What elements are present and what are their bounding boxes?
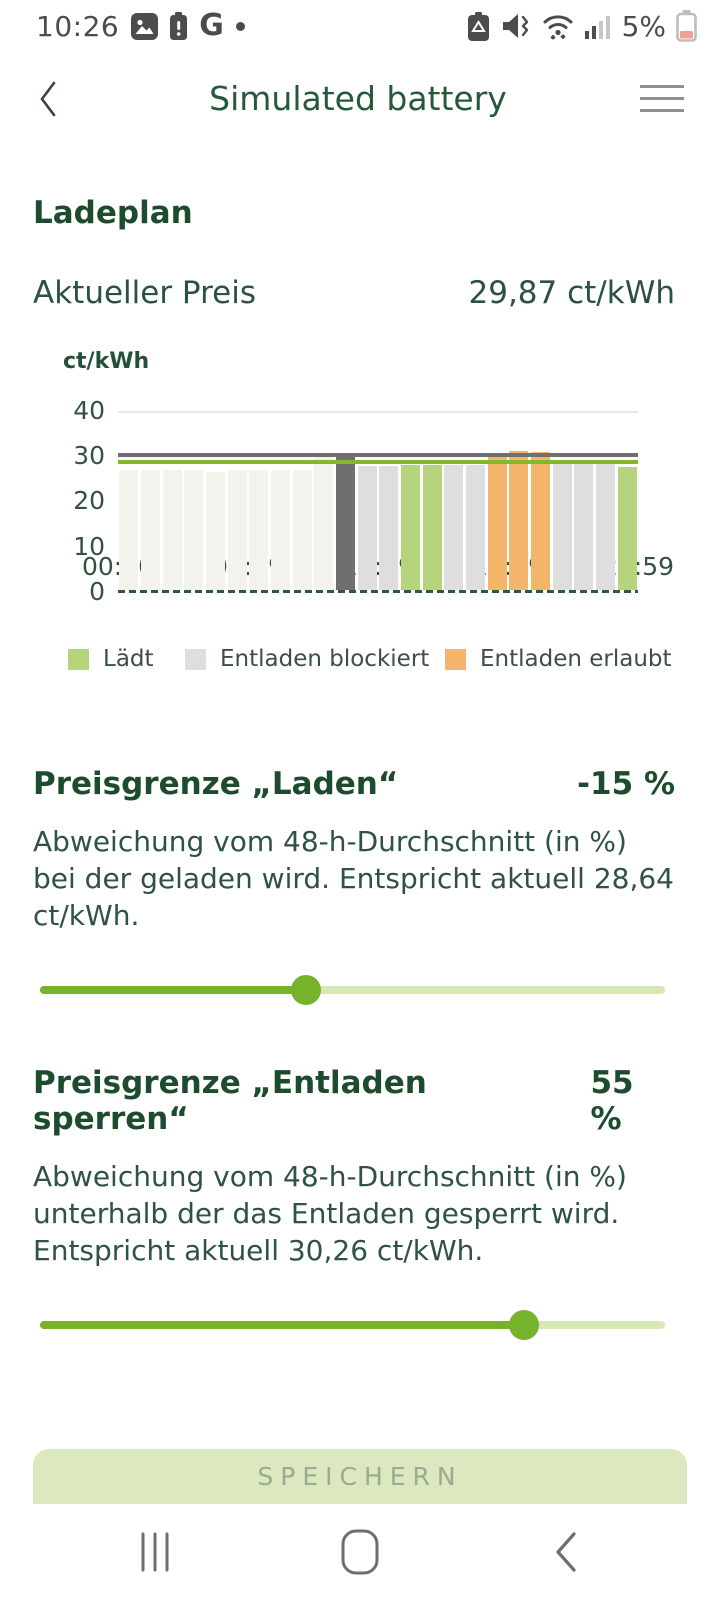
chart-bar (574, 460, 594, 592)
y-tick-label: 40 (73, 395, 105, 425)
chart-gridline (118, 411, 638, 413)
chart-bar (444, 464, 464, 592)
menu-icon (640, 85, 684, 88)
chart-bar (162, 469, 182, 592)
preisgrenze-laden-value: -15 % (577, 766, 675, 802)
chart-legend: Lädt Entladen blockiert Entladen erlaubt (68, 646, 720, 672)
y-tick-label: 10 (73, 531, 105, 561)
chart-bar (379, 465, 399, 592)
legend-swatch (185, 648, 206, 670)
chart-bar (292, 469, 312, 592)
price-slider-entladen[interactable] (40, 1309, 665, 1340)
chart-bar (465, 464, 486, 592)
back-button[interactable] (36, 77, 96, 121)
chart-bar (357, 465, 377, 592)
legend-item: Entladen blockiert (185, 646, 445, 672)
preisgrenze-laden-description: Abweichung vom 48-h-Durchschnitt (in %) … (33, 825, 674, 932)
notification-dot-icon (235, 21, 245, 31)
chart-bar (617, 466, 637, 592)
slider-fill (40, 1320, 525, 1329)
preisgrenze-laden-title: Preisgrenze „Laden“ (33, 766, 399, 802)
chart-bar (249, 469, 269, 592)
recents-icon (141, 1532, 169, 1572)
section-title-ladeplan: Ladeplan (33, 195, 193, 231)
section-head-laden: Preisgrenze „Laden“ -15 % (33, 766, 675, 802)
chart-bar (335, 456, 356, 592)
slider-fill (40, 985, 306, 994)
home-button[interactable] (325, 1517, 395, 1587)
chart-bar (314, 456, 334, 592)
save-button[interactable]: SPEICHERN (33, 1449, 687, 1504)
chart-bar (227, 470, 247, 592)
chart-bar (487, 454, 507, 592)
app-header: Simulated battery (0, 52, 720, 145)
home-icon (341, 1529, 379, 1575)
chart-bar (400, 465, 421, 592)
mute-vibrate-icon (502, 14, 528, 38)
legend-label: Entladen blockiert (220, 646, 430, 672)
android-nav-bar (0, 1504, 720, 1600)
chart-bar (140, 470, 161, 592)
price-chart: ct/kWh 0 10 20 30 40 00:00 05:59 11:59 17:59 23:… (33, 347, 687, 632)
preisgrenze-entladen-value: 55 % (590, 1064, 634, 1137)
slider-thumb[interactable] (290, 974, 321, 1005)
battery-alert-notification-icon (170, 12, 188, 40)
entladen-sperren-limit-line (118, 452, 638, 457)
section-head-entladen: Preisgrenze „Entladen sperren“ 55 % (33, 1065, 675, 1137)
legend-label: Entladen erlaubt (480, 646, 672, 672)
chart-unit-label: ct/kWh (63, 349, 150, 374)
current-price-value: 29,87 ct/kWh (468, 275, 676, 311)
gallery-notification-icon (131, 12, 159, 40)
chart-bar (530, 452, 551, 592)
legend-item: Entladen erlaubt (445, 646, 672, 672)
signal-strength-icon (584, 16, 610, 39)
slider-thumb[interactable] (509, 1309, 540, 1340)
status-bar: 10:26 G (0, 0, 720, 52)
power-saving-icon (467, 11, 489, 41)
battery-percent: 5% (621, 9, 666, 43)
preisgrenze-entladen-title: Preisgrenze „Entladen sperren“ (33, 1064, 427, 1137)
chart-bar (184, 470, 204, 592)
chart-bar (205, 472, 226, 592)
chart-plot (118, 397, 638, 593)
chart-bar (509, 450, 529, 592)
legend-swatch (68, 648, 89, 670)
battery-low-icon (676, 10, 697, 42)
chart-bar (595, 462, 616, 592)
nav-back-button[interactable] (530, 1517, 600, 1587)
page-title: Simulated battery (209, 79, 507, 118)
price-slider-laden[interactable] (40, 974, 665, 1005)
y-tick-label: 20 (73, 486, 105, 516)
status-time: 10:26 (36, 9, 120, 43)
slider-track[interactable] (40, 985, 665, 994)
y-tick-label: 0 (89, 577, 105, 606)
legend-label: Lädt (103, 646, 154, 672)
laden-limit-line (118, 460, 638, 465)
chart-bar (119, 469, 139, 592)
chart-bar (270, 470, 291, 592)
chart-zero-line (118, 590, 638, 593)
menu-button[interactable] (620, 85, 684, 112)
current-price-label: Aktueller Preis (33, 275, 256, 311)
wifi-icon (543, 15, 573, 40)
legend-swatch (445, 648, 466, 670)
recents-button[interactable] (120, 1517, 190, 1587)
google-notification-icon: G (199, 8, 224, 43)
chart-bar (422, 465, 442, 592)
y-tick-label: 30 (73, 440, 105, 470)
chart-bar (552, 460, 572, 592)
current-price-row: Aktueller Preis 29,87 ct/kWh (33, 275, 675, 311)
back-chevron-icon (40, 81, 56, 116)
legend-item: Lädt (68, 646, 185, 672)
back-icon (556, 1532, 576, 1572)
preisgrenze-entladen-description: Abweichung vom 48-h-Durchschnitt (in %) … (33, 1159, 627, 1267)
